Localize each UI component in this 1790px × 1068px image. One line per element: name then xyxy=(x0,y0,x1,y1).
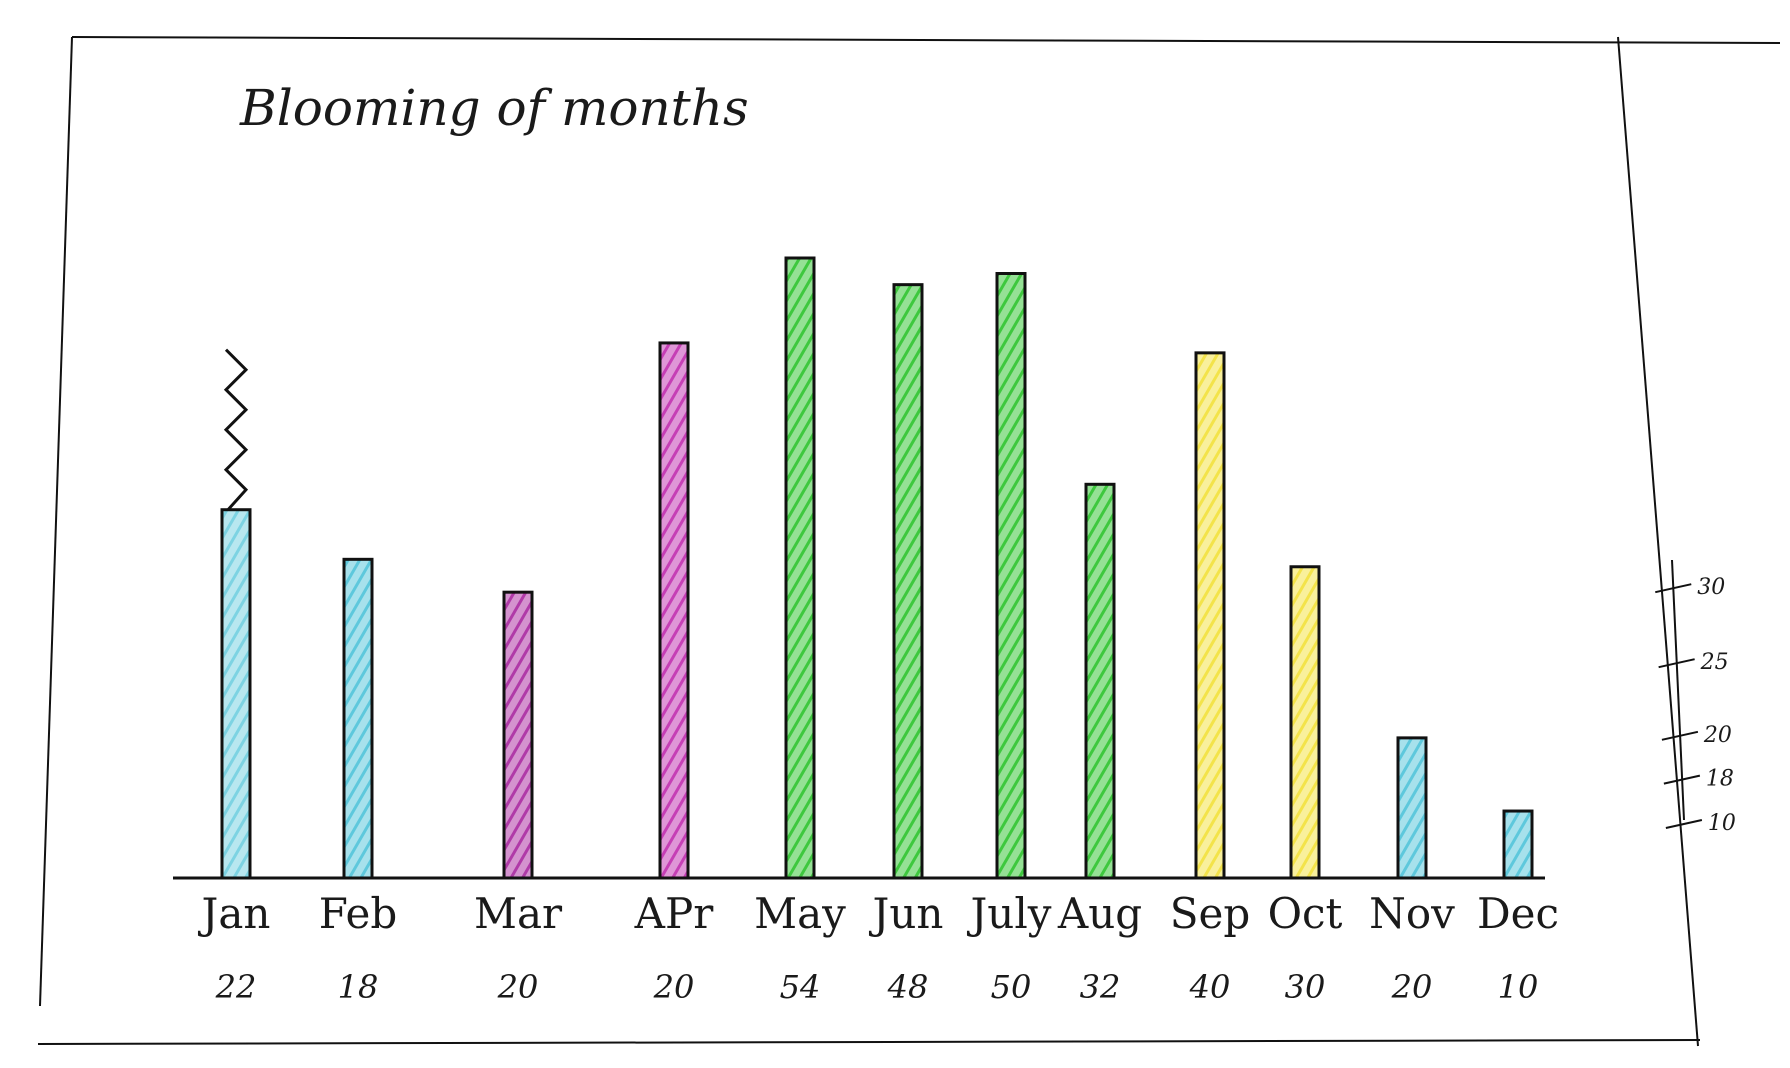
bar-dec xyxy=(1502,809,1534,880)
category-labels: Jan Feb Mar APr May Jun July Aug Sep Oct Nov Dec xyxy=(198,889,1560,938)
y-tick-10 xyxy=(1665,819,1703,829)
bar-feb xyxy=(342,557,374,880)
y-scale: 30 25 20 18 10 xyxy=(1655,559,1736,836)
jan-extension-scribble xyxy=(223,348,249,511)
value-label-mar: 20 xyxy=(497,968,539,1006)
bar-mar xyxy=(502,590,534,880)
x-tick-label-jan: Jan xyxy=(198,889,271,938)
y-tick-label-18: 18 xyxy=(1706,767,1734,792)
x-tick-label-feb: Feb xyxy=(319,889,398,938)
bar-apr xyxy=(658,341,690,880)
chart-frame xyxy=(37,36,1781,1047)
value-label-dec: 10 xyxy=(1498,968,1539,1006)
value-label-jan: 22 xyxy=(215,968,257,1006)
bars-group xyxy=(220,256,1534,880)
value-label-nov: 20 xyxy=(1391,968,1433,1006)
y-tick-30 xyxy=(1655,583,1692,594)
y-tick-label-30: 30 xyxy=(1697,575,1725,600)
x-tick-label-nov: Nov xyxy=(1369,889,1455,938)
value-label-sep: 40 xyxy=(1189,968,1231,1006)
bar-nov xyxy=(1396,736,1428,880)
x-tick-label-sep: Sep xyxy=(1170,889,1251,938)
x-tick-label-apr: APr xyxy=(634,889,715,938)
value-label-may: 54 xyxy=(780,968,821,1006)
bar-sep xyxy=(1194,351,1226,880)
y-tick-label-20: 20 xyxy=(1703,723,1732,748)
bar-jun xyxy=(892,283,924,880)
bar-oct xyxy=(1289,565,1321,880)
x-tick-label-dec: Dec xyxy=(1477,889,1559,938)
value-label-jun: 48 xyxy=(887,968,929,1006)
x-tick-label-july: July xyxy=(966,889,1051,938)
bar-may xyxy=(784,256,816,880)
y-tick-18 xyxy=(1663,774,1701,785)
y-tick-20 xyxy=(1661,730,1699,741)
x-tick-label-oct: Oct xyxy=(1268,889,1343,938)
chart-title: Blooming of months xyxy=(239,79,749,137)
value-label-aug: 32 xyxy=(1080,968,1121,1006)
y-tick-label-25: 25 xyxy=(1700,650,1729,675)
y-tick-25 xyxy=(1658,658,1695,669)
value-label-feb: 18 xyxy=(338,968,379,1006)
y-tick-label-10: 10 xyxy=(1708,811,1736,836)
x-tick-label-may: May xyxy=(754,889,846,938)
bar-jan xyxy=(220,508,252,880)
value-label-oct: 30 xyxy=(1285,968,1326,1006)
bar-aug xyxy=(1084,482,1116,880)
x-tick-label-jun: Jun xyxy=(869,889,944,938)
bar-july xyxy=(995,272,1027,880)
x-tick-label-mar: Mar xyxy=(474,889,563,938)
value-labels: 22 18 20 20 54 48 50 32 40 30 20 10 xyxy=(215,968,1539,1006)
x-tick-label-aug: Aug xyxy=(1057,889,1142,938)
value-label-july: 50 xyxy=(991,968,1032,1006)
value-label-apr: 20 xyxy=(653,968,695,1006)
